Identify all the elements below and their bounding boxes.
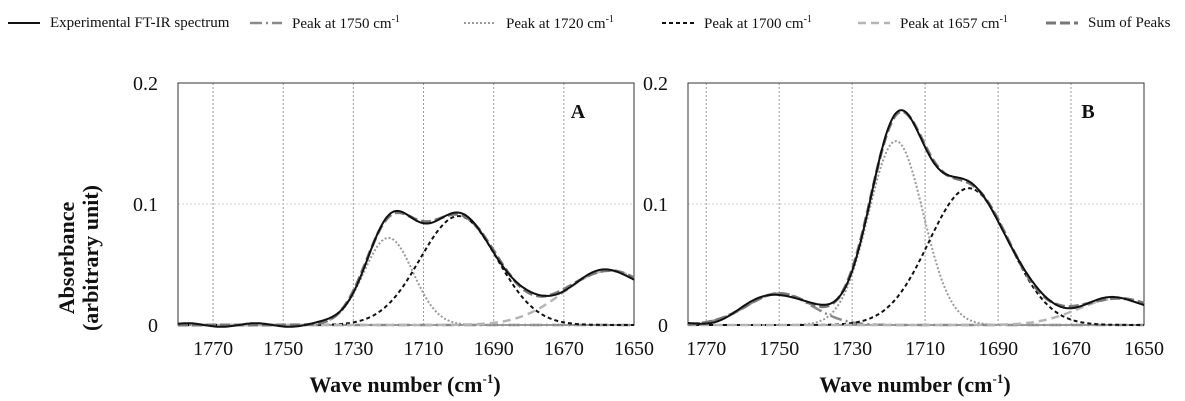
x-axis-title-a-main: Wave number (cm (309, 372, 482, 397)
x-axis-title-b-close: ) (1003, 372, 1010, 397)
x-tick-label-1670: 1670 (544, 338, 584, 360)
x-axis-title-b: Wave number (cm-1) (819, 371, 1010, 397)
legend-swatch-sum (1046, 21, 1078, 25)
x-tick-label-1770: 1770 (686, 338, 726, 360)
legend-swatch-experimental (8, 22, 40, 24)
legend-swatch-p1700 (662, 22, 694, 24)
series-p1700 (178, 215, 634, 326)
legend-item-p1720: Peak at 1720 cm-1 (462, 10, 614, 36)
panel-b: 1770 1750 1730 1710 1690 1670 1650 0 0.1 0.2 B (643, 73, 1164, 360)
legend-swatch-p1750 (250, 21, 282, 25)
legend: Experimental FT-IR spectrum Peak at 1750… (0, 10, 1185, 36)
x-tick-label-1710: 1710 (404, 338, 444, 360)
legend-label-p1700: Peak at 1700 cm (704, 15, 804, 32)
x-axis-title-b-main: Wave number (cm (819, 372, 992, 397)
legend-swatch-p1720 (464, 22, 496, 24)
series-p1720 (688, 140, 1144, 326)
legend-label-p1657: Peak at 1657 cm (900, 15, 1000, 32)
y-tick-label: 0.2 (643, 73, 668, 95)
legend-sup-p1720: -1 (605, 13, 614, 25)
x-tick-label-1650: 1650 (1124, 338, 1164, 360)
legend-label-p1720: Peak at 1720 cm (506, 15, 606, 32)
x-tick-label-1690: 1690 (474, 338, 514, 360)
series-p1700 (688, 187, 1144, 326)
x-tick-label-1730: 1730 (832, 338, 872, 360)
y-axis-title-line1: Absorbance (54, 202, 79, 315)
y-tick-label: 0.1 (643, 194, 668, 216)
legend-item-experimental: Experimental FT-IR spectrum (6, 10, 229, 36)
x-tick-label-1750: 1750 (263, 338, 303, 360)
legend-item-sum: Sum of Peaks (1044, 10, 1171, 36)
legend-label-sum: Sum of Peaks (1088, 14, 1171, 31)
x-axis-title-a-close: ) (493, 372, 500, 397)
legend-sup-p1750: -1 (391, 13, 400, 25)
series-p1657 (688, 297, 1145, 327)
x-tick-label-1710: 1710 (905, 338, 945, 360)
x-tick-label-1770: 1770 (193, 338, 233, 360)
x-tick-label-1670: 1670 (1051, 338, 1091, 360)
legend-label-experimental: Experimental FT-IR spectrum (50, 14, 230, 31)
x-tick-label-1690: 1690 (978, 338, 1018, 360)
x-tick-label-1750: 1750 (759, 338, 799, 360)
series-experimental (687, 109, 1145, 325)
y-tick-label: 0 (658, 315, 668, 337)
y-tick-label: 0.1 (133, 194, 158, 216)
panel-label: B (1081, 101, 1094, 123)
x-axis-title-a: Wave number (cm-1) (309, 371, 500, 397)
y-axis-title-line2: (arbitrary unit) (78, 185, 103, 331)
legend-sup-p1700: -1 (803, 13, 812, 25)
panel-label: A (571, 101, 586, 123)
y-tick-label: 0.2 (133, 73, 158, 95)
x-tick-label-1650: 1650 (614, 338, 654, 360)
legend-label-p1750: Peak at 1750 cm (292, 15, 392, 32)
x-axis-title-b-sup: -1 (992, 371, 1003, 386)
legend-item-p1750: Peak at 1750 cm-1 (248, 10, 400, 36)
series-sum (687, 110, 1145, 326)
y-tick-label: 0 (148, 315, 158, 337)
legend-swatch-p1657 (858, 21, 890, 25)
series-p1720 (178, 236, 634, 326)
series-experimental (177, 209, 635, 328)
x-axis-title-a-sup: -1 (482, 371, 493, 386)
x-tick-label-1730: 1730 (333, 338, 373, 360)
legend-sup-p1657: -1 (999, 13, 1008, 25)
series-p1657 (178, 269, 635, 327)
panel-a: 1770 1750 1730 1710 1690 1670 1650 0 0.1 0.2 A (133, 73, 654, 360)
legend-item-p1700: Peak at 1700 cm-1 (660, 10, 812, 36)
series-sum (178, 210, 635, 327)
legend-item-p1657: Peak at 1657 cm-1 (856, 10, 1008, 36)
